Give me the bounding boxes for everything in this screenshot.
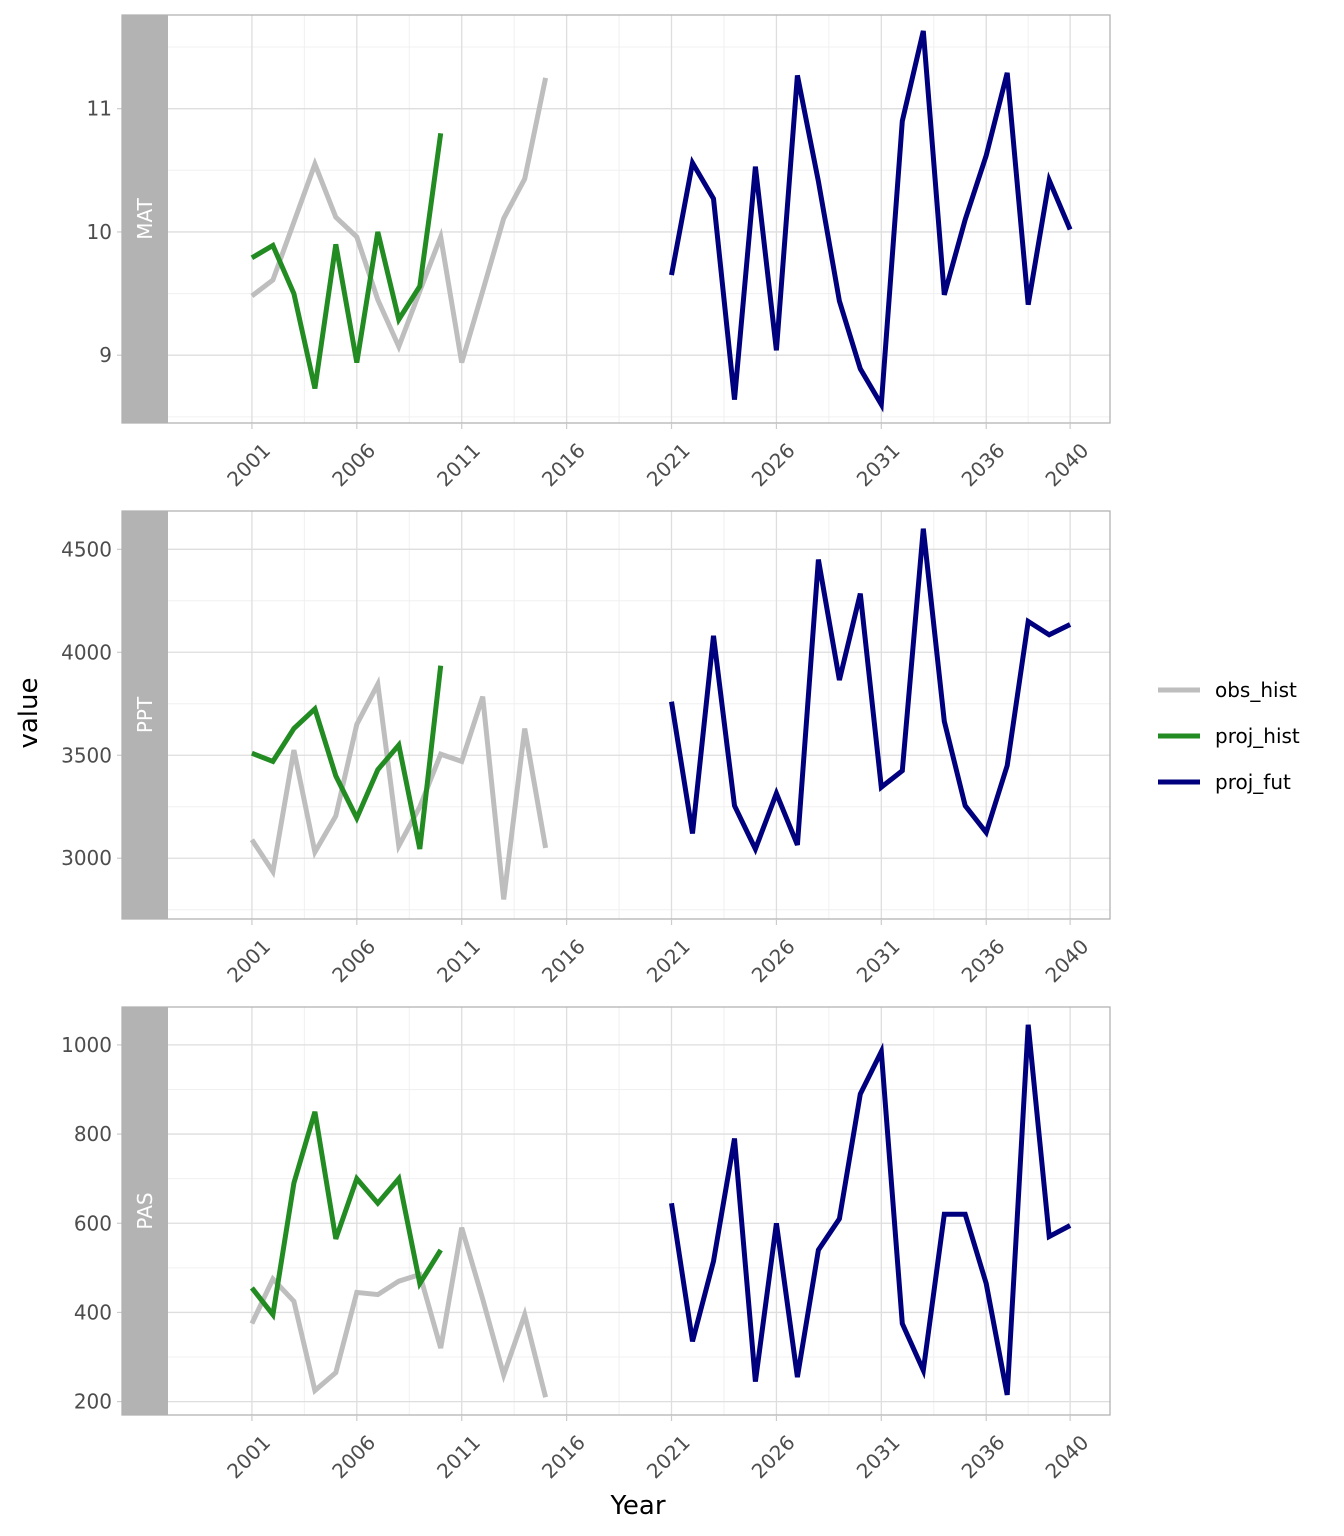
y-axis-title: value <box>14 677 44 748</box>
series-line-proj_hist <box>249 1111 443 1321</box>
x-tick-label: 2040 <box>1040 438 1093 491</box>
panel-pas: 200 400 600 800 1000 PAS 2001 2006 2011 2016 2021 2… <box>61 1006 1111 1483</box>
legend-label: proj_hist <box>1215 724 1300 748</box>
x-tick-label: 2016 <box>537 438 590 491</box>
legend-label: obs_hist <box>1215 678 1297 702</box>
panel-border <box>121 510 1111 920</box>
x-tick-label: 2040 <box>1040 1430 1093 1483</box>
x-tick-label: 2001 <box>222 1430 275 1483</box>
x-tick-label: 2031 <box>852 934 905 987</box>
y-tick-label: 9 <box>99 343 112 367</box>
x-tick-label: 2001 <box>222 934 275 987</box>
y-tick-label: 4500 <box>61 537 112 561</box>
series-line-obs_hist <box>249 1226 549 1398</box>
x-tick-label: 2031 <box>852 1430 905 1483</box>
series-line-proj_hist <box>250 132 444 390</box>
x-tick-label: 2040 <box>1040 934 1093 987</box>
series-line-proj_fut <box>669 30 1073 413</box>
y-tick-label: 600 <box>74 1211 112 1235</box>
legend: obs_hist proj_hist proj_fut <box>1158 678 1300 794</box>
facet-strip <box>122 15 168 423</box>
x-tick-label: 2006 <box>327 438 380 491</box>
x-axis-title: Year <box>609 1491 665 1521</box>
panel-mat: 9 10 11 MAT 2001 2006 2011 2016 2021 2026 2031 2036… <box>87 14 1111 491</box>
x-tick-label: 2011 <box>432 1430 485 1483</box>
x-tick-label: 2006 <box>327 934 380 987</box>
panel-border <box>121 1006 1111 1416</box>
y-tick-label: 4000 <box>61 640 112 664</box>
legend-label: proj_fut <box>1215 770 1291 794</box>
x-tick-label: 2006 <box>327 1430 380 1483</box>
series-line-proj_hist <box>250 665 444 850</box>
x-tick-label: 2001 <box>222 438 275 491</box>
x-tick-label: 2021 <box>642 1430 695 1483</box>
x-tick-label: 2026 <box>747 1430 800 1483</box>
x-tick-label: 2016 <box>537 1430 590 1483</box>
panel-ppt: 3000 3500 4000 4500 PPT 2001 2006 2011 2016 2021 2… <box>61 510 1111 987</box>
series-line-proj_fut <box>669 528 1072 856</box>
y-tick-label: 11 <box>87 97 112 121</box>
x-tick-label: 2026 <box>747 934 800 987</box>
x-tick-label: 2036 <box>957 1430 1010 1483</box>
facet-strip-label: PAS <box>133 1192 157 1229</box>
y-tick-label: 200 <box>74 1390 112 1414</box>
x-tick-label: 2016 <box>537 934 590 987</box>
x-tick-label: 2036 <box>957 438 1010 491</box>
x-tick-label: 2021 <box>642 438 695 491</box>
series-line-proj_fut <box>669 1024 1072 1396</box>
y-tick-label: 10 <box>87 220 112 244</box>
x-tick-label: 2026 <box>747 438 800 491</box>
facet-strip-label: PPT <box>133 696 157 733</box>
facet-strip <box>122 511 168 919</box>
panel-border <box>121 14 1111 424</box>
x-tick-label: 2031 <box>852 438 905 491</box>
y-tick-label: 800 <box>74 1122 112 1146</box>
y-tick-label: 3500 <box>61 743 112 767</box>
x-tick-label: 2021 <box>642 934 695 987</box>
x-tick-label: 2036 <box>957 934 1010 987</box>
facet-strip <box>122 1007 168 1415</box>
x-tick-label: 2011 <box>432 438 485 491</box>
y-tick-label: 3000 <box>61 846 112 870</box>
facet-strip-label: MAT <box>133 197 157 239</box>
series-line-obs_hist <box>250 77 549 364</box>
y-tick-label: 400 <box>74 1300 112 1324</box>
series-line-obs_hist <box>249 676 549 900</box>
y-tick-label: 1000 <box>61 1033 112 1057</box>
x-tick-label: 2011 <box>432 934 485 987</box>
